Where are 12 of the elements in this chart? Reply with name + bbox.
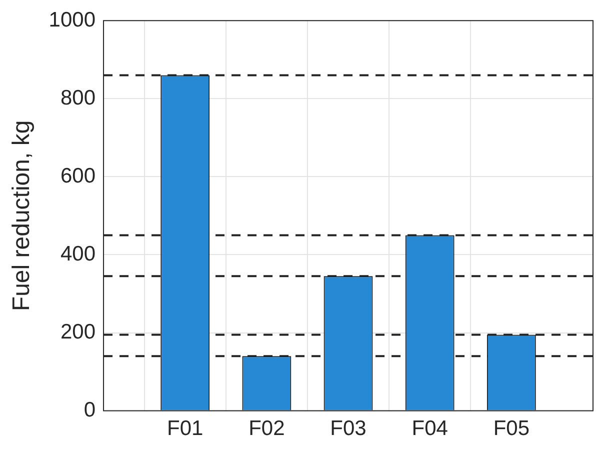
y-tick-label: 200	[60, 320, 96, 344]
y-tick-label: 800	[60, 86, 96, 110]
y-tick-label: 400	[60, 242, 96, 266]
y-tick-label: 0	[84, 398, 96, 422]
x-tick-label: F02	[248, 417, 285, 440]
x-tick-label: F03	[330, 417, 366, 440]
y-axis-title: Fuel reduction, kg	[8, 120, 36, 312]
x-tick-label: F04	[412, 417, 448, 440]
x-tick-label: F01	[167, 417, 204, 440]
y-tick-label: 600	[60, 164, 96, 188]
y-tick-label: 1000	[48, 8, 96, 32]
x-tick-label: F05	[493, 417, 530, 440]
